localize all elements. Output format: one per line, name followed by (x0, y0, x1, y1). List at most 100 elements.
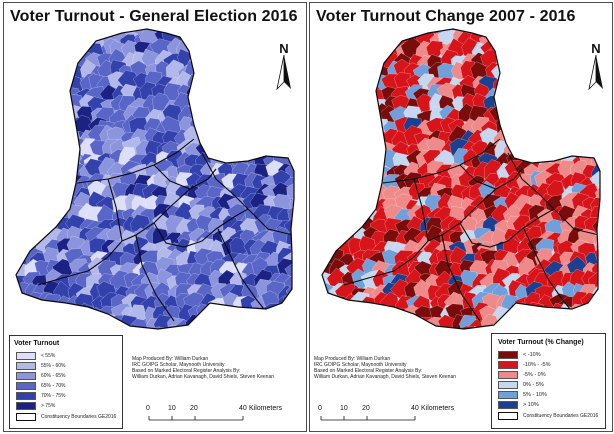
electoral-area (23, 63, 43, 86)
electoral-area (513, 31, 534, 53)
electoral-area (322, 292, 324, 312)
electoral-area (322, 29, 328, 46)
electoral-area (46, 33, 66, 51)
electoral-area (44, 74, 65, 94)
electoral-area (196, 303, 214, 322)
scale-tick: 10 (168, 405, 176, 412)
electoral-area (218, 29, 240, 52)
electoral-area (359, 307, 383, 327)
electoral-area (362, 149, 380, 173)
electoral-area (605, 184, 612, 201)
electoral-area (351, 314, 373, 329)
electoral-area (322, 95, 336, 115)
electoral-area (494, 29, 511, 42)
electoral-area (42, 61, 61, 79)
electoral-area (299, 187, 307, 204)
electoral-area (322, 217, 334, 237)
electoral-area (545, 311, 566, 329)
electoral-area (301, 248, 306, 267)
electoral-area (300, 97, 306, 117)
electoral-area (299, 76, 306, 94)
electoral-area (189, 40, 207, 61)
electoral-area (338, 170, 356, 190)
electoral-area (350, 52, 371, 74)
electoral-area (322, 163, 338, 181)
electoral-area (22, 117, 40, 135)
electoral-area (381, 317, 401, 329)
electoral-area (506, 29, 528, 46)
electoral-area (52, 181, 72, 203)
electoral-area (198, 64, 217, 85)
electoral-area (340, 62, 361, 82)
electoral-area (538, 61, 558, 82)
electoral-area (16, 38, 20, 59)
electoral-area (339, 29, 360, 48)
electoral-area (207, 38, 228, 61)
electoral-area (197, 87, 215, 107)
constituency-boundary (135, 234, 175, 322)
electoral-area (516, 140, 539, 161)
electoral-area (358, 137, 378, 158)
legend-title: Voter Turnout (% Change) (498, 339, 584, 346)
electoral-area (533, 142, 554, 159)
turnout-map (15, 28, 307, 330)
electoral-area (360, 60, 380, 81)
legend-swatch (498, 361, 518, 369)
electoral-area (392, 328, 413, 329)
electoral-area (526, 115, 548, 135)
electoral-area (16, 29, 18, 36)
electoral-area (300, 307, 306, 325)
electoral-area (283, 121, 294, 139)
electoral-area (480, 314, 501, 329)
electoral-area (401, 29, 421, 37)
electoral-area (16, 130, 21, 148)
electoral-area (341, 148, 362, 169)
electoral-area (23, 83, 43, 103)
electoral-area (525, 104, 546, 127)
electoral-area (337, 164, 358, 182)
electoral-area (16, 183, 31, 203)
electoral-area (28, 163, 51, 184)
constituency-boundary (413, 178, 429, 242)
electoral-area (603, 99, 612, 115)
electoral-area (348, 85, 369, 105)
electoral-area (362, 316, 384, 329)
electoral-area (210, 72, 230, 94)
electoral-area (322, 40, 338, 61)
electoral-area (338, 314, 357, 329)
electoral-area (32, 83, 50, 102)
electoral-area (210, 94, 229, 115)
electoral-area (30, 30, 54, 49)
electoral-area (346, 29, 371, 48)
electoral-area (231, 324, 252, 329)
electoral-area (515, 73, 534, 92)
electoral-area (152, 326, 171, 329)
electoral-area (21, 72, 41, 93)
legend-item: 0% - 5% (498, 381, 544, 389)
electoral-area (297, 259, 306, 279)
electoral-area (568, 38, 586, 59)
electoral-area (331, 158, 351, 181)
electoral-area (326, 312, 347, 329)
legend-item: 65% - 70% (16, 382, 65, 390)
electoral-area (322, 161, 328, 181)
electoral-area (360, 163, 380, 182)
electoral-area (188, 29, 207, 35)
electoral-area (330, 106, 350, 126)
electoral-area (606, 301, 612, 321)
electoral-area (335, 129, 356, 150)
electoral-area (16, 182, 19, 203)
electoral-area (359, 105, 380, 124)
electoral-area (16, 238, 28, 259)
electoral-area (561, 75, 581, 96)
electoral-area (567, 29, 587, 46)
electoral-area (330, 29, 349, 46)
electoral-area (340, 75, 359, 94)
electoral-area (16, 38, 29, 58)
legend-item: -10% - -5% (498, 361, 551, 369)
electoral-area (56, 130, 76, 150)
electoral-area (299, 121, 306, 140)
legend-swatch (16, 392, 36, 400)
electoral-area (54, 141, 75, 161)
scale-unit: Kilometers (249, 405, 283, 412)
